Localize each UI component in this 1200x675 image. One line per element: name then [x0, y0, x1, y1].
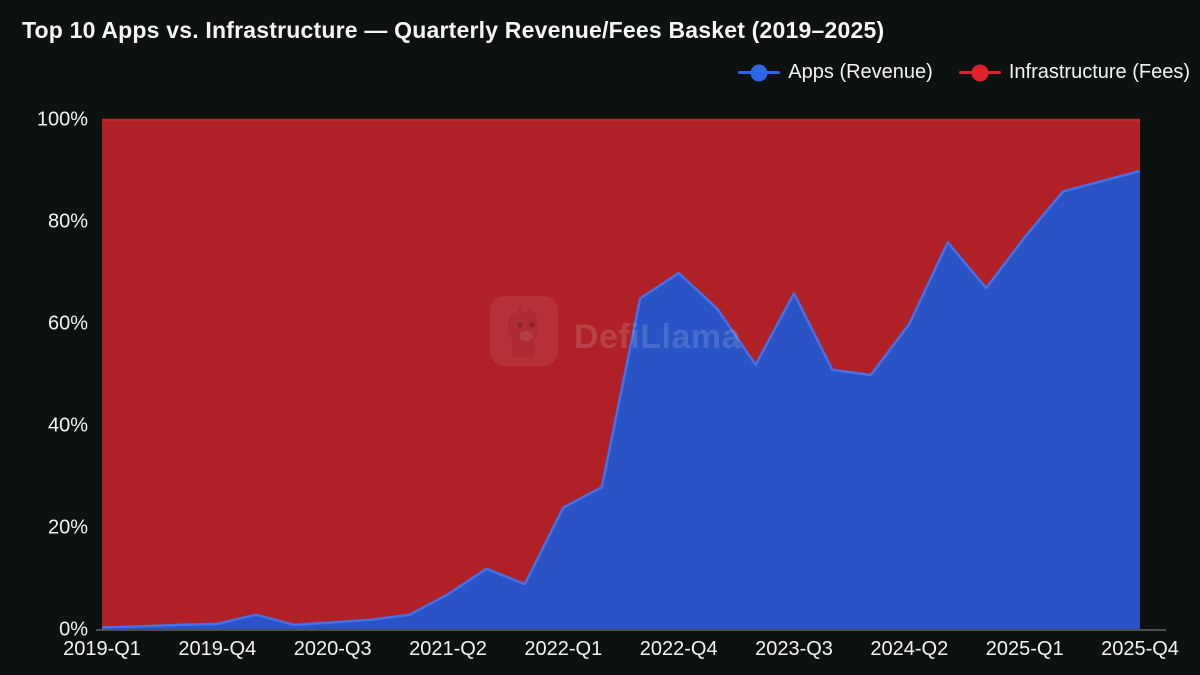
x-axis-line: [96, 629, 1166, 631]
infra-series-marker-icon: [958, 64, 1001, 81]
y-tick-label: 80%: [47, 210, 88, 233]
y-tick-label: 20%: [47, 516, 88, 539]
x-tick-label: 2019-Q4: [178, 638, 257, 660]
y-tick-label: 40%: [47, 414, 88, 437]
x-tick-label: 2025-Q1: [985, 638, 1064, 660]
x-tick-label: 2024-Q2: [870, 638, 949, 660]
x-tick-label: 2021-Q2: [409, 638, 487, 660]
x-tick-label: 2023-Q3: [755, 638, 833, 660]
apps-series-marker-icon: [738, 64, 781, 81]
legend-item-apps[interactable]: Apps (Revenue): [738, 61, 933, 84]
legend: Apps (Revenue) Infrastructure (Fees): [738, 61, 1190, 84]
legend-label-infrastructure: Infrastructure (Fees): [1008, 61, 1190, 83]
y-tick-label: 0%: [59, 618, 88, 641]
x-tick-label: 2020-Q3: [293, 638, 372, 660]
apps-area: [102, 171, 1140, 630]
chart-title: Top 10 Apps vs. Infrastructure — Quarter…: [22, 17, 885, 43]
y-tick-label: 60%: [47, 312, 88, 335]
x-tick-label: 2022-Q1: [524, 638, 603, 660]
x-tick-label: 2019-Q1: [63, 638, 141, 660]
legend-label-apps: Apps (Revenue): [788, 61, 933, 83]
legend-item-infrastructure[interactable]: Infrastructure (Fees): [958, 61, 1190, 84]
apps-line: [101, 169, 1141, 629]
x-tick-label: 2022-Q4: [639, 638, 718, 660]
infrastructure-area: [102, 120, 1140, 628]
y-tick-label: 100%: [36, 108, 88, 131]
x-tick-label: 2025-Q4: [1101, 638, 1179, 660]
